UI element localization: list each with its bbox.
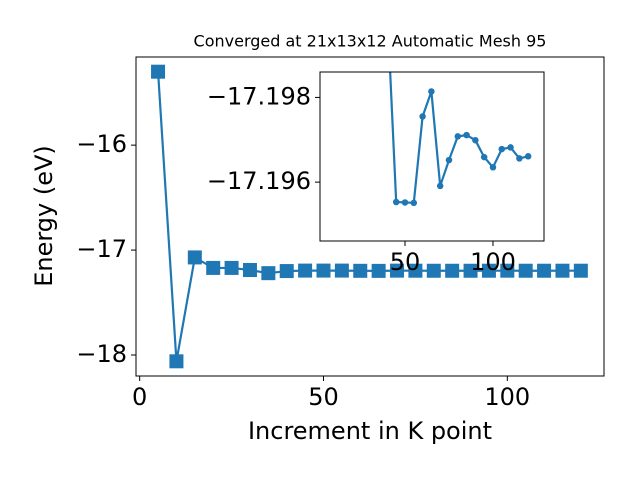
data-marker xyxy=(151,64,166,79)
x-tick-label: 100 xyxy=(484,383,530,411)
data-marker xyxy=(224,260,239,275)
data-marker xyxy=(524,153,532,160)
data-marker xyxy=(401,199,409,206)
chart-title: Converged at 21x13x12 Automatic Mesh 95 xyxy=(194,32,547,51)
data-marker xyxy=(242,263,257,278)
y-tick-label: −17.196 xyxy=(207,167,311,195)
data-marker xyxy=(187,250,202,265)
data-marker xyxy=(384,9,391,16)
data-marker xyxy=(463,263,478,278)
plot-area xyxy=(384,9,532,207)
data-marker xyxy=(472,136,479,144)
x-tick-label: 50 xyxy=(390,248,421,276)
y-axis-label: Energy (eV) xyxy=(30,145,58,287)
data-marker xyxy=(498,145,506,153)
x-axis-label: Increment in K point xyxy=(248,417,492,445)
data-marker xyxy=(169,354,184,369)
plot-area xyxy=(151,64,588,369)
data-marker xyxy=(334,263,349,278)
x-tick-label: 50 xyxy=(308,383,339,411)
data-marker xyxy=(316,263,331,278)
x-tick-label: 100 xyxy=(470,248,516,276)
data-marker xyxy=(573,263,588,278)
data-marker xyxy=(371,263,386,278)
data-marker xyxy=(445,263,460,278)
y-tick-label: −18 xyxy=(76,340,127,368)
data-marker xyxy=(445,156,453,164)
y-tick-label: −16 xyxy=(76,130,127,158)
data-marker xyxy=(410,199,418,207)
axes-frame xyxy=(319,71,545,242)
data-marker xyxy=(516,155,523,162)
data-marker xyxy=(454,133,462,140)
data-marker xyxy=(507,144,514,151)
data-marker xyxy=(481,263,496,278)
data-marker xyxy=(555,263,570,278)
data-marker xyxy=(298,263,313,278)
data-marker xyxy=(489,164,497,171)
data-marker xyxy=(463,131,470,139)
data-marker xyxy=(392,198,400,206)
data-marker xyxy=(537,263,552,278)
data-marker xyxy=(408,263,423,278)
data-marker xyxy=(419,113,426,120)
data-marker xyxy=(428,88,435,95)
data-marker xyxy=(261,266,276,281)
data-marker xyxy=(206,260,221,275)
y-tick-label: −17 xyxy=(76,235,127,263)
data-marker xyxy=(480,153,488,161)
data-marker xyxy=(279,264,294,279)
x-tick-label: 0 xyxy=(132,383,147,411)
data-marker xyxy=(390,263,405,278)
y-tick-label: −17.198 xyxy=(207,82,311,110)
data-marker xyxy=(426,263,441,278)
data-marker xyxy=(353,263,368,278)
data-marker xyxy=(500,263,515,278)
data-marker xyxy=(436,182,444,190)
data-marker xyxy=(518,263,533,278)
axes-frame xyxy=(135,56,605,377)
